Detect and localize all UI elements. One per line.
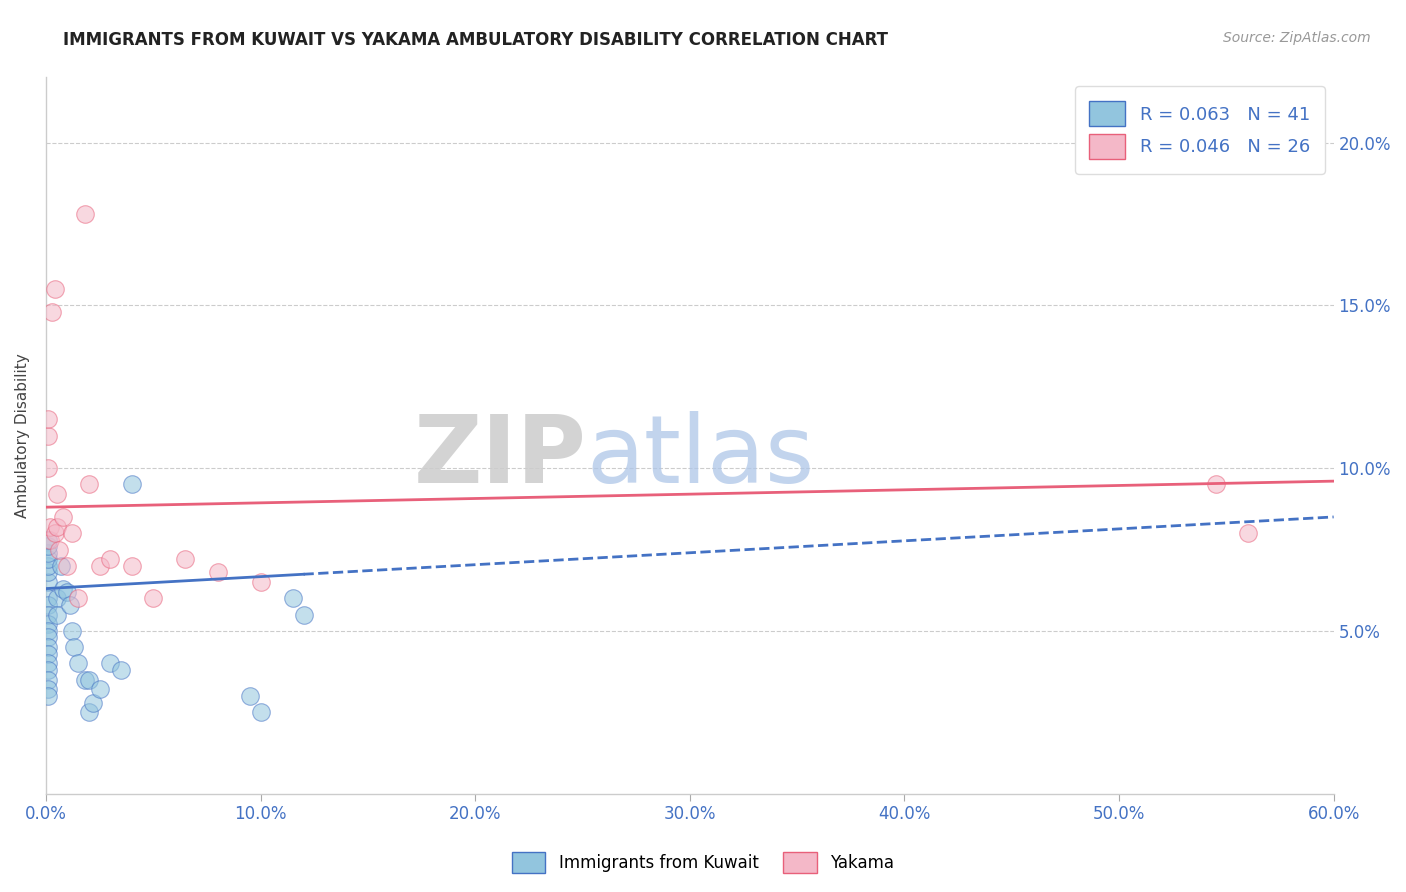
Point [60,624,83,638]
Point [121,477,143,491]
Point [49,558,72,573]
Point [73,207,96,221]
Point [37,673,59,687]
Point [121,558,143,573]
Point [98,657,121,671]
Point [37,575,59,590]
Point [67,591,90,606]
Point [37,428,59,442]
Point [58,598,80,612]
Point [77,706,100,720]
Point [37,461,59,475]
Y-axis label: Ambulatory Disability: Ambulatory Disability [15,353,30,518]
Text: ZIP: ZIP [413,411,586,503]
Point [39,533,62,547]
Point [174,552,197,566]
Point [37,689,59,703]
Point [67,657,90,671]
Point [98,552,121,566]
Point [45,519,67,533]
Point [41,305,63,319]
Point [37,631,59,645]
Point [37,640,59,655]
Point [37,657,59,671]
Point [56,584,79,599]
Point [37,607,59,622]
Point [44,526,66,541]
Point [56,558,79,573]
Text: IMMIGRANTS FROM KUWAIT VS YAKAMA AMBULATORY DISABILITY CORRELATION CHART: IMMIGRANTS FROM KUWAIT VS YAKAMA AMBULAT… [63,31,889,49]
Point [45,591,67,606]
Point [37,558,59,573]
Point [292,607,315,622]
Point [44,282,66,296]
Point [45,487,67,501]
Point [1236,526,1258,541]
Point [37,647,59,661]
Point [37,682,59,697]
Point [110,663,132,677]
Point [249,575,271,590]
Point [281,591,304,606]
Point [48,542,70,557]
Point [63,640,86,655]
Legend: R = 0.063   N = 41, R = 0.046   N = 26: R = 0.063 N = 41, R = 0.046 N = 26 [1076,87,1324,174]
Point [39,519,62,533]
Point [89,558,111,573]
Point [52,582,75,596]
Point [73,673,96,687]
Point [37,566,59,580]
Point [82,696,104,710]
Point [249,706,271,720]
Text: Source: ZipAtlas.com: Source: ZipAtlas.com [1223,31,1371,45]
Point [77,673,100,687]
Point [37,539,59,553]
Point [37,533,59,547]
Point [239,689,262,703]
Point [142,591,165,606]
Legend: Immigrants from Kuwait, Yakama: Immigrants from Kuwait, Yakama [505,846,901,880]
Point [52,510,75,524]
Point [37,617,59,632]
Point [37,624,59,638]
Point [207,566,229,580]
Point [37,412,59,426]
Point [37,598,59,612]
Point [1205,477,1227,491]
Point [60,526,83,541]
Point [37,552,59,566]
Point [37,546,59,560]
Text: atlas: atlas [586,411,815,503]
Point [89,682,111,697]
Point [37,663,59,677]
Point [45,607,67,622]
Point [37,591,59,606]
Point [77,477,100,491]
